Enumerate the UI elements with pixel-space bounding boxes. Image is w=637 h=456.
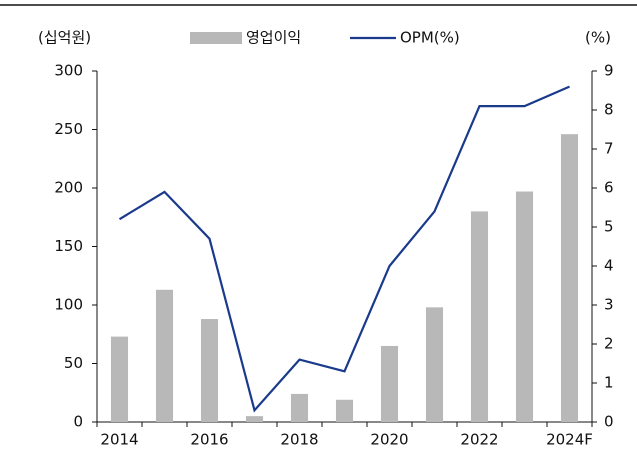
- x-tick-label: 2016: [190, 431, 228, 449]
- y2-axis-label: (%): [585, 29, 611, 47]
- y-axis-label: (십억원): [38, 29, 91, 47]
- legend-swatch: [190, 32, 242, 44]
- y-tick-label: 150: [54, 237, 83, 255]
- bar: [245, 416, 264, 422]
- bar: [380, 345, 399, 422]
- y2-tick-label: 8: [604, 101, 614, 119]
- x-tick-label: 2022: [460, 431, 498, 449]
- x-tick-label: 2018: [280, 431, 318, 449]
- y-tick-label: 300: [54, 62, 83, 80]
- bar: [425, 307, 444, 422]
- y-tick-label: 250: [54, 120, 83, 138]
- y2-tick-label: 9: [604, 62, 614, 80]
- line: [118, 85, 570, 413]
- x-tick-label: 2024F: [546, 431, 593, 449]
- y-tick-label: 200: [54, 179, 83, 197]
- y2-tick-label: 7: [604, 140, 614, 158]
- y2-tick-label: 1: [604, 374, 614, 392]
- y-tick-label: 50: [64, 354, 83, 372]
- x-tick-label: 2014: [100, 431, 138, 449]
- y-tick-label: 0: [73, 413, 83, 431]
- y2-tick-label: 4: [604, 257, 614, 275]
- bar: [110, 336, 129, 422]
- x-tick-label: 2020: [370, 431, 408, 449]
- y2-tick-label: 3: [604, 296, 614, 314]
- bar: [470, 211, 489, 422]
- bar: [200, 319, 219, 422]
- y2-tick-label: 5: [604, 218, 614, 236]
- y2-tick-label: 2: [604, 335, 614, 353]
- bar: [515, 191, 534, 422]
- legend-label: 영업이익: [246, 29, 301, 47]
- bar: [290, 393, 309, 422]
- bar: [155, 289, 174, 422]
- y2-tick-label: 6: [604, 179, 614, 197]
- bar: [560, 134, 579, 422]
- legend-label: OPM(%): [400, 29, 460, 47]
- bar: [335, 399, 354, 422]
- y2-tick-label: 0: [604, 413, 614, 431]
- y-tick-label: 100: [54, 296, 83, 314]
